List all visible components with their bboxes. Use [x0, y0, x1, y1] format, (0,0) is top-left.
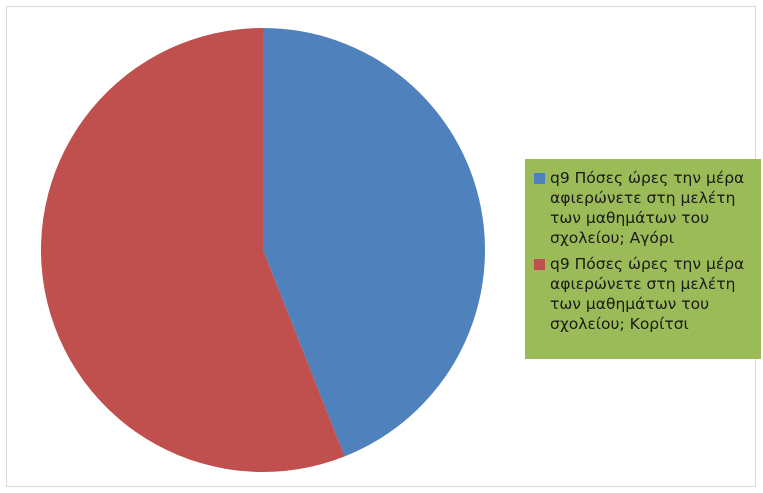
legend-label-boys: q9 Πόσες ώρες την μέρα αφιερώνετε στη με…	[550, 169, 745, 247]
legend: q9 Πόσες ώρες την μέρα αφιερώνετε στη με…	[525, 159, 761, 359]
pie-slice-girls	[41, 28, 345, 472]
legend-swatch-boys	[534, 173, 545, 184]
legend-swatch-girls	[534, 259, 545, 270]
legend-item-girls: q9 Πόσες ώρες την μέρα αφιερώνετε στη με…	[534, 254, 755, 334]
chart-area: q9 Πόσες ώρες την μέρα αφιερώνετε στη με…	[6, 6, 761, 487]
pie-slices	[41, 28, 486, 472]
pie-chart	[41, 28, 486, 472]
legend-item-boys: q9 Πόσες ώρες την μέρα αφιερώνετε στη με…	[534, 168, 755, 248]
legend-label-girls: q9 Πόσες ώρες την μέρα αφιερώνετε στη με…	[550, 255, 745, 333]
pie-slice-boys	[263, 28, 486, 457]
